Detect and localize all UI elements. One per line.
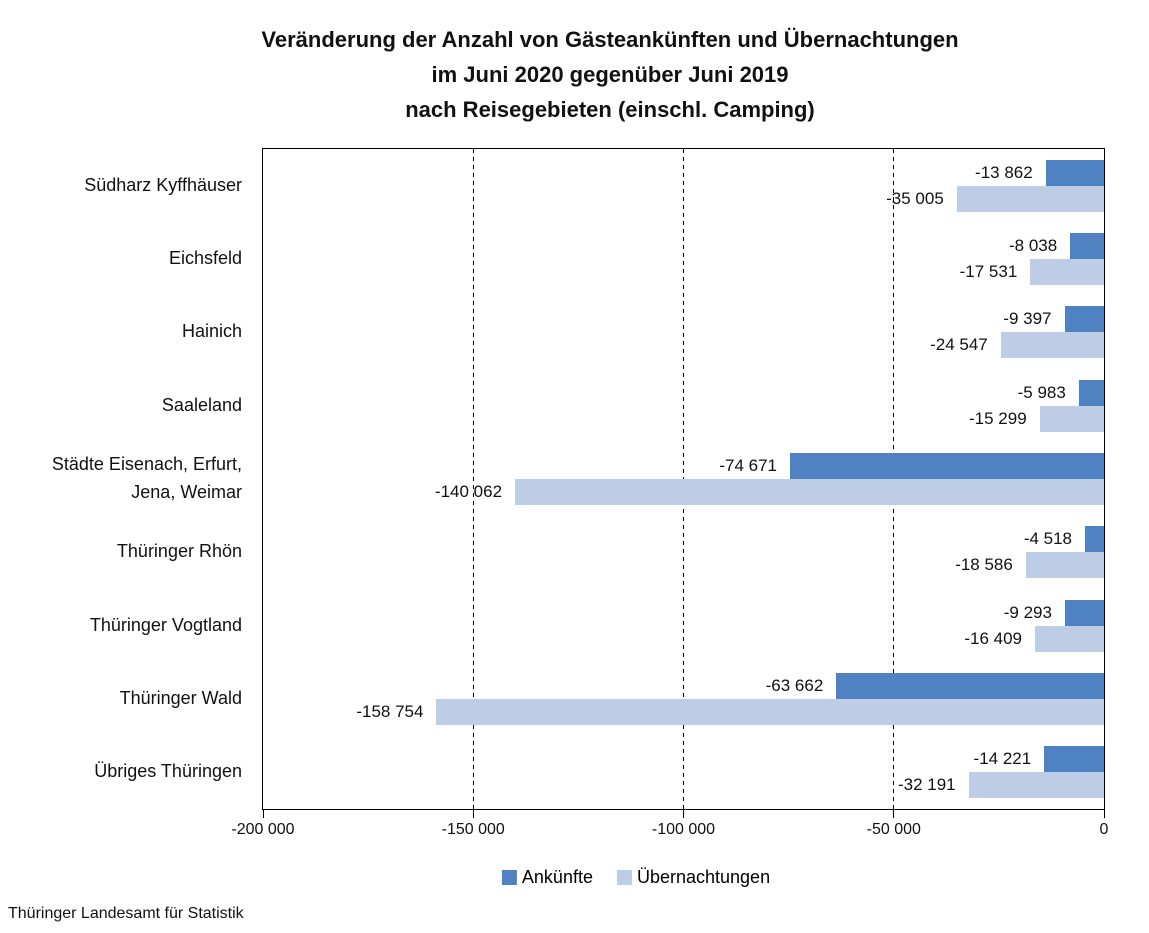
title-line-3: nach Reisegebieten (einschl. Camping) xyxy=(405,97,815,122)
x-axis-tick xyxy=(262,809,264,818)
bar-ankuenfte xyxy=(1064,306,1104,333)
bar-ankuenfte xyxy=(1045,159,1104,186)
bar-value-label: -15 299 xyxy=(969,408,1027,428)
bar-ankuenfte xyxy=(790,453,1104,479)
x-axis-tick xyxy=(893,809,895,818)
bar-value-label: -24 547 xyxy=(930,335,988,355)
bar-uebernachtungen xyxy=(1000,332,1104,359)
bar-uebernachtungen xyxy=(1035,625,1104,652)
category-label: Hainich xyxy=(0,317,242,345)
category-label: Südharz Kyffhäuser xyxy=(0,171,242,199)
category-label: Städte Eisenach, Erfurt, Jena, Weimar xyxy=(0,450,242,506)
bar-ankuenfte xyxy=(1044,746,1104,773)
x-axis-tick-label: -150 000 xyxy=(441,821,505,838)
legend-swatch xyxy=(501,870,517,885)
bar-uebernachtungen xyxy=(436,699,1104,725)
bar-uebernachtungen xyxy=(1030,259,1104,285)
bar-value-label: -35 005 xyxy=(886,188,944,208)
category-label: Eichsfeld xyxy=(0,244,242,272)
bar-value-label: -8 038 xyxy=(1009,236,1058,255)
legend-label: Übernachtungen xyxy=(636,867,771,887)
bar-uebernachtungen xyxy=(1039,405,1104,432)
gridline xyxy=(472,149,474,809)
category-label-line: Saaleland xyxy=(161,394,242,415)
bar-value-label: -63 662 xyxy=(765,676,824,695)
x-axis-tick-label: -100 000 xyxy=(651,821,716,838)
bar-ankuenfte xyxy=(1085,526,1104,553)
category-label-line: Jena, Weimar xyxy=(131,482,242,502)
category-label-line: Südharz Kyffhäuser xyxy=(84,174,242,195)
category-label: Thüringer Rhön xyxy=(0,537,242,565)
bar-value-label: -18 586 xyxy=(955,555,1013,575)
category-label-line: Hainich xyxy=(181,321,242,342)
legend-item: Ankünfte xyxy=(501,867,593,888)
bar-ankuenfte xyxy=(1064,599,1104,626)
category-label: Saaleland xyxy=(0,391,242,419)
bar-value-label: -32 191 xyxy=(897,775,956,795)
category-label-line: Thüringer Rhön xyxy=(116,541,242,562)
bar-value-label: -5 983 xyxy=(1017,382,1066,402)
category-label: Thüringer Vogtland xyxy=(0,611,242,639)
bar-value-label: -74 671 xyxy=(719,456,778,475)
legend-item: Übernachtungen xyxy=(616,867,771,888)
bar-value-label: -13 862 xyxy=(975,162,1033,182)
category-label-line: Thüringer Wald xyxy=(119,688,242,708)
bar-value-label: -17 531 xyxy=(959,262,1018,281)
plot-area: -13 862 -8 038 -9 397 -5 983 -74 671 -4 518 -9… xyxy=(262,148,1105,810)
bar-uebernachtungen xyxy=(968,772,1104,799)
bar-uebernachtungen xyxy=(1025,552,1104,579)
bar-value-label: -158 754 xyxy=(356,702,424,721)
title-line-1: Veränderung der Anzahl von Gästeankünfte… xyxy=(261,27,959,52)
bar-ankuenfte xyxy=(1078,379,1104,406)
x-axis-tick xyxy=(683,809,684,818)
x-axis-tick xyxy=(472,809,474,818)
bar-value-label: -9 293 xyxy=(1003,602,1052,622)
bar-value-label: -16 409 xyxy=(964,628,1023,648)
category-label-line: Eichsfeld xyxy=(168,248,242,268)
x-axis-tick-label: -200 000 xyxy=(231,821,295,838)
x-axis-tick-label: -50 000 xyxy=(866,821,921,838)
source-note: Thüringer Landesamt für Statistik xyxy=(8,905,244,922)
bar-value-label: -4 518 xyxy=(1023,529,1073,549)
bar-value-label: -14 221 xyxy=(973,749,1032,769)
legend-swatch xyxy=(616,870,632,885)
bar-uebernachtungen xyxy=(515,479,1104,505)
category-label: Übriges Thüringen xyxy=(0,757,242,785)
x-axis-tick-label: 0 xyxy=(1099,821,1109,838)
bar-uebernachtungen xyxy=(956,185,1104,212)
category-label-line: Städte Eisenach, Erfurt, xyxy=(51,454,242,474)
bar-value-label: -140 062 xyxy=(434,482,503,501)
bar-value-label: -9 397 xyxy=(1003,309,1052,329)
legend: Ankünfte Übernachtungen xyxy=(501,867,771,888)
legend-label: Ankünfte xyxy=(521,867,593,887)
bar-ankuenfte xyxy=(836,673,1104,699)
bar-ankuenfte xyxy=(1070,233,1104,259)
chart-title: Veränderung der Anzahl von Gästeankünfte… xyxy=(160,22,1060,127)
category-label-line: Übriges Thüringen xyxy=(94,761,242,782)
title-line-2: im Juni 2020 gegenüber Juni 2019 xyxy=(431,62,789,87)
x-axis-tick xyxy=(1103,809,1105,818)
category-label-line: Thüringer Vogtland xyxy=(89,614,242,635)
category-label: Thüringer Wald xyxy=(0,684,242,712)
